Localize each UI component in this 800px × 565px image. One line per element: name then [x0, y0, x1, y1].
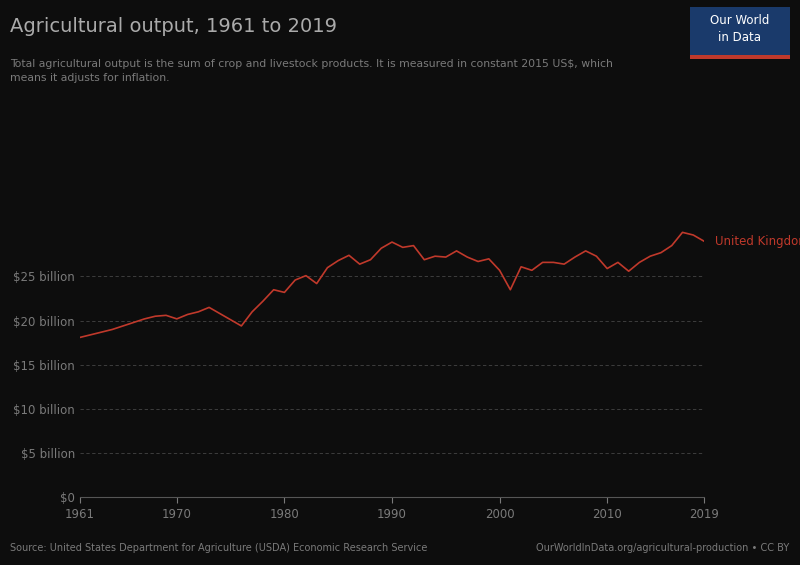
Text: United Kingdom: United Kingdom — [715, 234, 800, 247]
Text: Agricultural output, 1961 to 2019: Agricultural output, 1961 to 2019 — [10, 17, 338, 36]
Text: Total agricultural output is the sum of crop and livestock products. It is measu: Total agricultural output is the sum of … — [10, 59, 614, 83]
Text: OurWorldInData.org/agricultural-production • CC BY: OurWorldInData.org/agricultural-producti… — [536, 542, 790, 553]
Text: Source: United States Department for Agriculture (USDA) Economic Research Servic: Source: United States Department for Agr… — [10, 542, 428, 553]
Text: Our World
in Data: Our World in Data — [710, 14, 770, 44]
